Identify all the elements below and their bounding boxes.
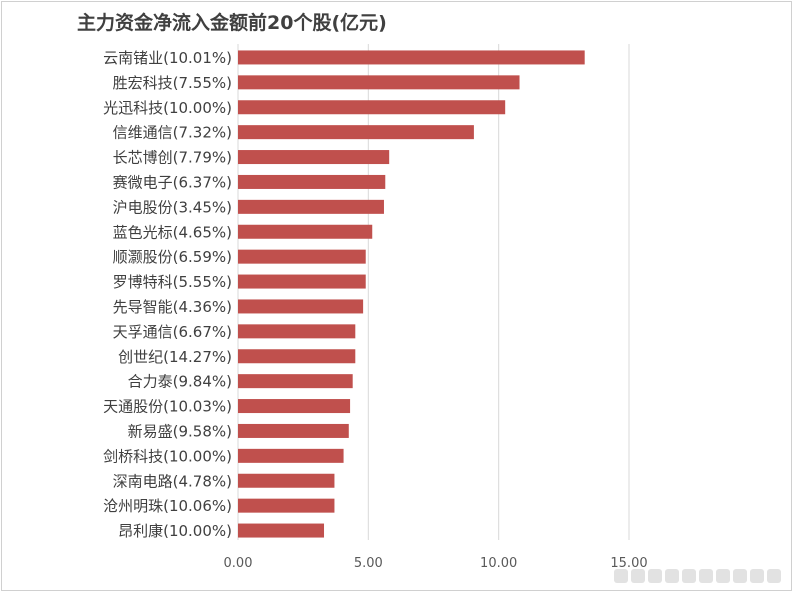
bar	[238, 349, 356, 364]
bar	[238, 374, 353, 389]
bar	[238, 125, 474, 140]
x-tick-label: 5.00	[354, 556, 383, 571]
category-label: 天通股份(10.03%)	[103, 398, 232, 416]
category-label: 蓝色光标(4.65%)	[113, 223, 232, 241]
category-label: 胜宏科技(7.55%)	[113, 74, 232, 92]
bar	[238, 75, 520, 90]
category-label: 创世纪(14.27%)	[118, 348, 232, 366]
category-label: 信维通信(7.32%)	[113, 124, 232, 142]
bar	[238, 249, 366, 264]
bar	[238, 299, 364, 314]
bar	[238, 174, 386, 189]
bar	[238, 199, 384, 214]
bars	[238, 50, 585, 538]
category-label: 剑桥科技(10.00%)	[103, 447, 232, 465]
bar	[238, 324, 356, 339]
category-label: 新易盛(9.58%)	[128, 422, 232, 440]
bar	[238, 498, 335, 513]
category-label: 昂利康(10.00%)	[118, 522, 232, 540]
chart-title: 主力资金净流入金额前20个股(亿元)	[77, 12, 387, 34]
bar	[238, 423, 349, 438]
category-label: 顺灏股份(6.59%)	[113, 248, 232, 266]
x-tick-label: 10.00	[480, 556, 517, 571]
category-label: 赛微电子(6.37%)	[113, 173, 232, 191]
category-label: 沪电股份(3.45%)	[113, 198, 232, 216]
bar	[238, 50, 585, 65]
x-tick-label: 15.00	[610, 556, 647, 571]
watermark-logo	[614, 568, 786, 584]
x-tick-labels: 0.00 5.00 10.00 15.00	[224, 556, 648, 571]
bar	[238, 399, 351, 414]
category-label: 合力泰(9.84%)	[128, 373, 232, 391]
category-label: 罗博特科(5.55%)	[113, 273, 232, 291]
bar	[238, 150, 390, 165]
category-label: 光迅科技(10.00%)	[103, 99, 232, 117]
category-labels: 云南锗业(10.01%) 胜宏科技(7.55%) 光迅科技(10.00%) 信维通信(…	[103, 49, 232, 540]
gridlines	[237, 44, 630, 540]
bar	[238, 100, 506, 115]
category-label: 沧州明珠(10.06%)	[103, 497, 232, 515]
bar	[238, 523, 325, 538]
category-label: 云南锗业(10.01%)	[103, 49, 232, 67]
category-label: 天孚通信(6.67%)	[113, 323, 232, 341]
bar	[238, 473, 335, 488]
category-label: 深南电路(4.78%)	[113, 472, 232, 490]
bar	[238, 274, 366, 289]
category-label: 先导智能(4.36%)	[113, 298, 232, 316]
x-tick-label: 0.00	[224, 556, 253, 571]
bar	[238, 224, 373, 239]
bar	[238, 448, 344, 463]
category-label: 长芯博创(7.79%)	[113, 149, 232, 167]
